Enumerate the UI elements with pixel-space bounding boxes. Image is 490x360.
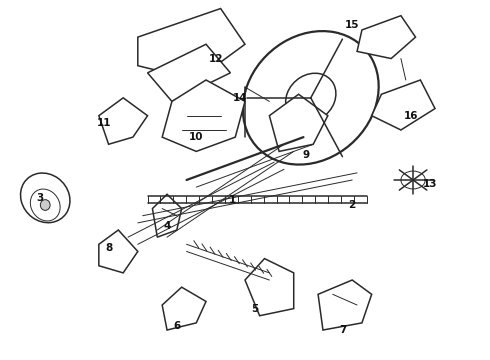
Text: 13: 13 bbox=[423, 179, 438, 189]
Text: 5: 5 bbox=[251, 303, 258, 314]
Ellipse shape bbox=[40, 200, 50, 210]
Text: 9: 9 bbox=[302, 150, 310, 160]
Text: 7: 7 bbox=[339, 325, 346, 335]
Polygon shape bbox=[162, 287, 206, 330]
Text: 10: 10 bbox=[189, 132, 203, 142]
Text: 1: 1 bbox=[229, 195, 237, 204]
Polygon shape bbox=[318, 280, 372, 330]
Text: 16: 16 bbox=[403, 111, 418, 121]
Polygon shape bbox=[99, 230, 138, 273]
Text: 8: 8 bbox=[105, 243, 112, 253]
Polygon shape bbox=[152, 194, 182, 237]
Text: 3: 3 bbox=[37, 193, 44, 203]
Polygon shape bbox=[162, 80, 245, 152]
Text: 15: 15 bbox=[345, 19, 360, 30]
Polygon shape bbox=[99, 98, 147, 144]
Text: 2: 2 bbox=[348, 200, 356, 210]
Text: 11: 11 bbox=[97, 118, 111, 128]
Text: 6: 6 bbox=[173, 321, 180, 332]
Polygon shape bbox=[270, 94, 328, 152]
Text: 4: 4 bbox=[163, 221, 171, 231]
Polygon shape bbox=[245, 258, 294, 316]
Polygon shape bbox=[357, 16, 416, 59]
Text: 14: 14 bbox=[233, 93, 247, 103]
Polygon shape bbox=[372, 80, 435, 130]
Polygon shape bbox=[147, 44, 230, 102]
Polygon shape bbox=[138, 9, 245, 80]
Text: 12: 12 bbox=[209, 54, 223, 64]
